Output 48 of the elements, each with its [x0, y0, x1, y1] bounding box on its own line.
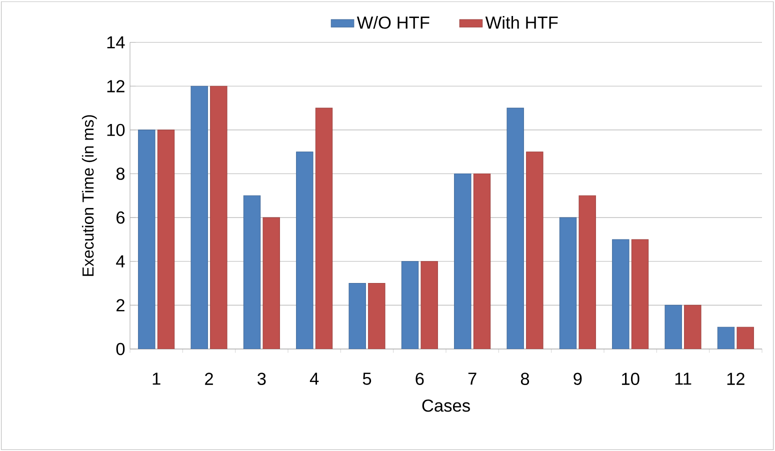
- bar: [401, 261, 419, 350]
- bar: [368, 283, 386, 350]
- bar: [157, 130, 175, 350]
- x-tick-label: 7: [468, 372, 476, 385]
- x-tick-label: 12: [727, 372, 744, 385]
- bar: [684, 304, 702, 350]
- x-tick-label: 4: [310, 372, 319, 385]
- x-tick-label: 2: [205, 372, 213, 385]
- y-tick-label: 2: [116, 299, 124, 312]
- x-tick-label: 6: [416, 372, 424, 386]
- bar: [559, 217, 577, 350]
- y-tick-label: 14: [107, 36, 125, 48]
- y-tick-label: 12: [107, 80, 124, 92]
- bar: [506, 108, 524, 350]
- bar: [243, 195, 261, 350]
- y-tick-label: 4: [116, 255, 125, 268]
- legend-label: With HTF: [485, 16, 558, 29]
- bar: [526, 152, 544, 350]
- x-tick-label: 9: [574, 372, 582, 386]
- bar: [420, 261, 438, 350]
- x-tick-label: 8: [520, 372, 530, 386]
- x-tick-label: 10: [622, 372, 640, 386]
- x-axis-title: Cases: [422, 399, 470, 412]
- bar: [612, 239, 630, 350]
- bar: [454, 173, 472, 350]
- bar: [210, 86, 228, 350]
- bar: [296, 152, 314, 350]
- y-tick-label: 10: [107, 124, 125, 136]
- x-tick-label: 3: [258, 372, 266, 386]
- bar: [717, 326, 735, 350]
- x-tick-label: 1: [152, 372, 160, 385]
- y-tick-label: 6: [116, 211, 125, 224]
- bar: [631, 239, 649, 350]
- bar: [315, 108, 333, 350]
- x-tick-label: 11: [675, 372, 692, 385]
- bar: [138, 130, 156, 350]
- bar: [578, 195, 596, 350]
- bar: [348, 283, 366, 350]
- bar: [664, 304, 682, 350]
- bar: [262, 217, 280, 350]
- legend-label: W/O HTF: [356, 16, 430, 29]
- y-axis-title: Execution Time (in ms): [82, 115, 97, 276]
- y-tick-label: 0: [116, 342, 125, 356]
- y-tick-label: 8: [116, 168, 125, 180]
- bar: [190, 86, 208, 350]
- bar: [473, 173, 491, 350]
- bar: [736, 326, 754, 350]
- x-tick-label: 5: [362, 372, 372, 385]
